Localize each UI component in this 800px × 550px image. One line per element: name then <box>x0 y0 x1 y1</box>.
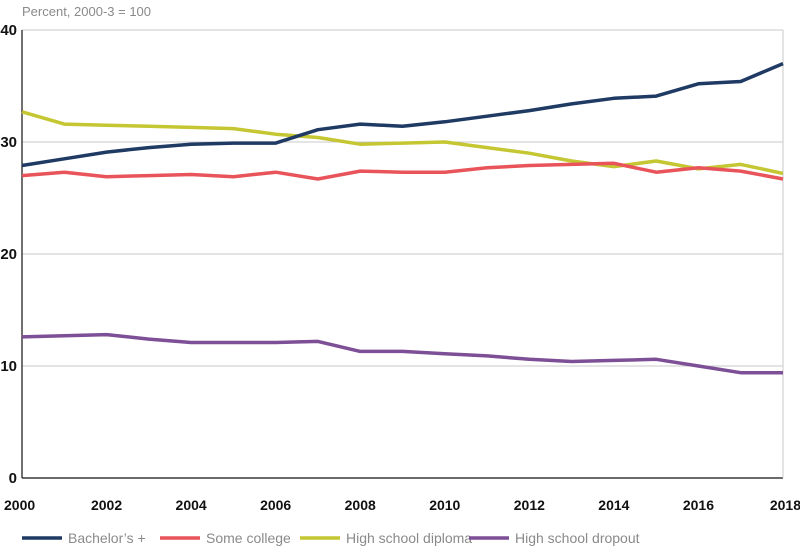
gridlines <box>22 29 783 367</box>
x-tick-label: 2012 <box>514 497 545 513</box>
legend-label: Some college <box>206 530 291 546</box>
series-line-high-school-dropout <box>21 332 783 375</box>
x-tick-label: 2010 <box>429 497 460 513</box>
y-axis-unit-label: Percent, 2000-3 = 100 <box>22 4 151 19</box>
legend: Bachelor’s + Some college High school dipl… <box>22 530 640 546</box>
x-tick-label: 2008 <box>345 497 376 513</box>
x-tick-label: 2006 <box>260 497 291 513</box>
legend-label: Bachelor’s + <box>68 530 146 546</box>
series-line-high-school-diploma <box>21 110 784 176</box>
y-tick-label: 40 <box>0 22 17 39</box>
y-tick-label: 10 <box>0 358 17 375</box>
x-tick-label: 2002 <box>91 497 122 513</box>
y-tick-labels: 0 10 20 30 40 <box>0 22 17 487</box>
y-tick-label: 30 <box>0 134 17 151</box>
x-tick-labels: 2000 2002 2004 2006 2008 2010 2012 2014 2016 2018 <box>4 497 800 513</box>
x-tick-label: 2000 <box>4 497 35 513</box>
axes <box>21 30 784 479</box>
x-tick-label: 2004 <box>176 497 207 513</box>
y-tick-label: 20 <box>0 246 17 263</box>
series-line-bachelor-s <box>21 61 784 168</box>
x-tick-label: 2014 <box>598 497 629 513</box>
x-tick-label: 2018 <box>770 497 800 513</box>
legend-label: High school diploma <box>346 530 472 546</box>
legend-label: High school dropout <box>515 530 640 546</box>
series-lines <box>21 61 784 375</box>
series-line-some-college <box>21 161 784 181</box>
x-tick-label: 2016 <box>683 497 714 513</box>
y-tick-label: 0 <box>9 470 17 487</box>
